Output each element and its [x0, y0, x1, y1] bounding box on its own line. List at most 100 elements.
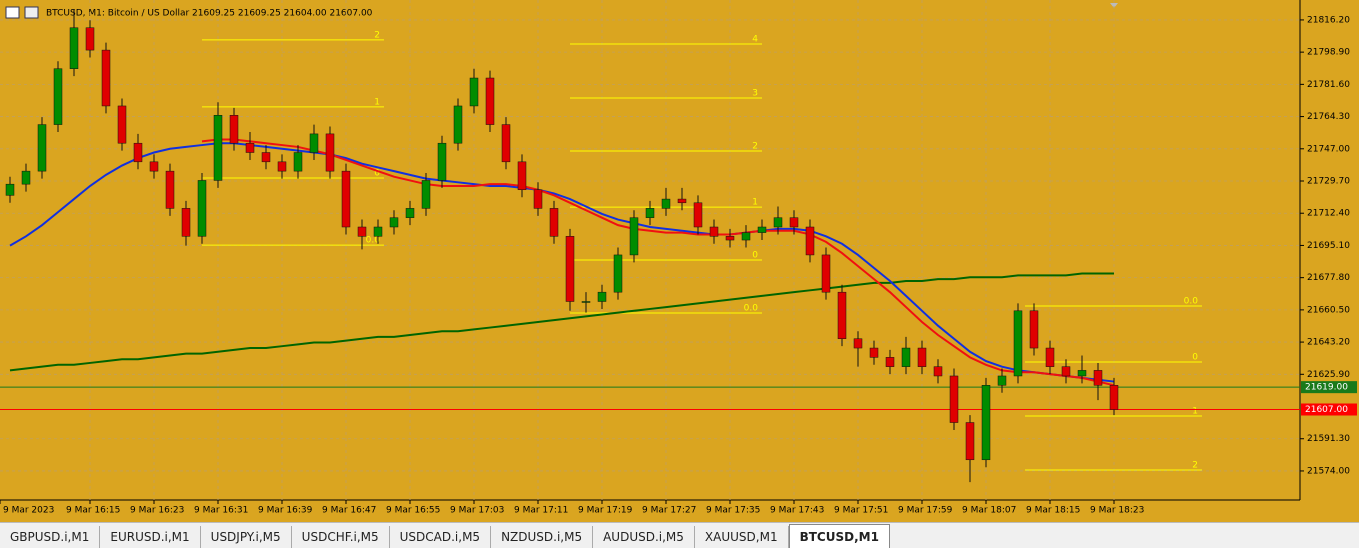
- candle-body: [485, 77, 495, 125]
- price-tag-label: 21607.00: [1305, 405, 1348, 415]
- candle-body: [53, 68, 63, 125]
- candle-body: [37, 124, 47, 172]
- moving-average: [9, 142, 1115, 383]
- fib-label: 2: [374, 30, 380, 40]
- candle-body: [885, 357, 895, 367]
- candle-body: [661, 198, 671, 209]
- candle-body: [181, 208, 191, 237]
- fib-label: 0.0: [1184, 296, 1199, 306]
- candle-body: [1045, 347, 1055, 367]
- y-tick-label: 21798.90: [1307, 48, 1350, 58]
- y-tick-label: 21747.00: [1307, 144, 1350, 154]
- candle-body: [213, 115, 223, 181]
- symbol-tabs: GBPUSD.i,M1 EURUSD.i,M1 USDJPY.i,M5 USDCHF.…: [0, 522, 1359, 548]
- candle-body: [245, 142, 255, 153]
- x-tick-label: 9 Mar 18:07: [962, 506, 1016, 516]
- y-tick-label: 21712.40: [1307, 209, 1350, 219]
- y-tick-label: 21660.50: [1307, 305, 1350, 315]
- candle-body: [261, 152, 271, 163]
- x-tick-label: 9 Mar 17:03: [450, 506, 504, 516]
- price-tag-label: 21619.00: [1305, 383, 1348, 393]
- candle-body: [549, 208, 559, 237]
- y-tick-label: 21816.20: [1307, 15, 1350, 25]
- candle-body: [277, 161, 287, 172]
- candle-body: [565, 236, 575, 302]
- y-tick-label: 21643.20: [1307, 338, 1350, 348]
- candle-body: [917, 347, 927, 367]
- candle-body: [629, 217, 639, 256]
- symbol-tab[interactable]: AUDUSD.i,M5: [593, 526, 695, 548]
- fib-label: 4: [752, 34, 758, 44]
- y-tick-label: 21781.60: [1307, 80, 1350, 90]
- candle-body: [437, 142, 447, 181]
- x-tick-label: 9 Mar 17:51: [834, 506, 888, 516]
- candle-body: [341, 170, 351, 228]
- candle-body: [165, 170, 175, 209]
- x-tick-label: 9 Mar 16:23: [130, 506, 184, 516]
- candle-body: [869, 347, 879, 358]
- candle-body: [597, 291, 607, 302]
- candle-body: [1093, 370, 1103, 386]
- candle-body: [645, 208, 655, 218]
- candle-body: [389, 217, 399, 228]
- candle-body: [725, 236, 735, 241]
- symbol-tab[interactable]: EURUSD.i,M1: [100, 526, 201, 548]
- candle-body: [773, 217, 783, 228]
- candle-body: [533, 189, 543, 209]
- symbol-tab[interactable]: USDCHF.i,M5: [292, 526, 390, 548]
- candle-body: [757, 226, 767, 233]
- x-tick-label: 9 Mar 17:27: [642, 506, 696, 516]
- candle-body: [149, 161, 159, 172]
- candle-body: [197, 180, 207, 237]
- chart-icon[interactable]: [24, 6, 39, 19]
- fib-label: 0: [374, 169, 380, 179]
- candle-body: [613, 254, 623, 293]
- candle-body: [117, 105, 127, 144]
- candle-body: [1029, 310, 1039, 349]
- candle-body: [1061, 366, 1071, 377]
- x-tick-label: 9 Mar 17:19: [578, 506, 633, 516]
- candle-body: [853, 338, 863, 349]
- y-tick-label: 21591.30: [1307, 434, 1350, 444]
- candle-body: [293, 152, 303, 172]
- fib-label: 1: [752, 198, 758, 208]
- symbol-tab[interactable]: GBPUSD.i,M1: [0, 526, 101, 548]
- candle-body: [101, 49, 111, 107]
- y-tick-label: 21625.90: [1307, 370, 1350, 380]
- x-tick-label: 9 Mar 16:31: [194, 506, 248, 516]
- candle-body: [1109, 385, 1119, 410]
- symbol-tab[interactable]: BTCUSD,M1: [788, 524, 890, 548]
- symbol-tab[interactable]: USDJPY.i,M5: [201, 526, 292, 548]
- fib-label: 0: [1192, 353, 1198, 363]
- x-tick-label: 9 Mar 2023: [3, 506, 54, 516]
- chart: BTCUSD, M1: Bitcoin / US Dollar 21609.25…: [0, 0, 1359, 522]
- candle-body: [421, 180, 431, 209]
- menu-icon[interactable]: [5, 6, 20, 19]
- candle-body: [677, 198, 687, 204]
- x-tick-label: 9 Mar 18:23: [1090, 506, 1144, 516]
- candle-body: [325, 133, 335, 172]
- candle-body: [981, 385, 991, 461]
- candle-body: [5, 183, 15, 196]
- candle-body: [997, 375, 1007, 386]
- y-tick-label: 21695.10: [1307, 241, 1350, 251]
- candle-body: [357, 226, 367, 237]
- x-tick-label: 9 Mar 17:35: [706, 506, 760, 516]
- candle-body: [821, 254, 831, 293]
- candle-body: [21, 170, 31, 185]
- chart-background: [0, 0, 1359, 522]
- price-tag: [1301, 381, 1357, 394]
- candle-body: [309, 133, 319, 153]
- symbol-tab[interactable]: USDCAD.i,M5: [390, 526, 492, 548]
- candle-body: [1013, 310, 1023, 377]
- symbol-tab[interactable]: XAUUSD,M1: [695, 526, 789, 548]
- candle-body: [133, 142, 143, 163]
- moving-average: [9, 272, 1114, 372]
- candle-body: [405, 208, 415, 218]
- symbol-tab[interactable]: NZDUSD.i,M5: [491, 526, 594, 548]
- candle-body: [581, 301, 591, 303]
- price-tag: [1301, 403, 1357, 416]
- shift-marker: [1110, 3, 1118, 8]
- x-tick-label: 9 Mar 17:59: [898, 506, 953, 516]
- candle-body: [949, 375, 959, 423]
